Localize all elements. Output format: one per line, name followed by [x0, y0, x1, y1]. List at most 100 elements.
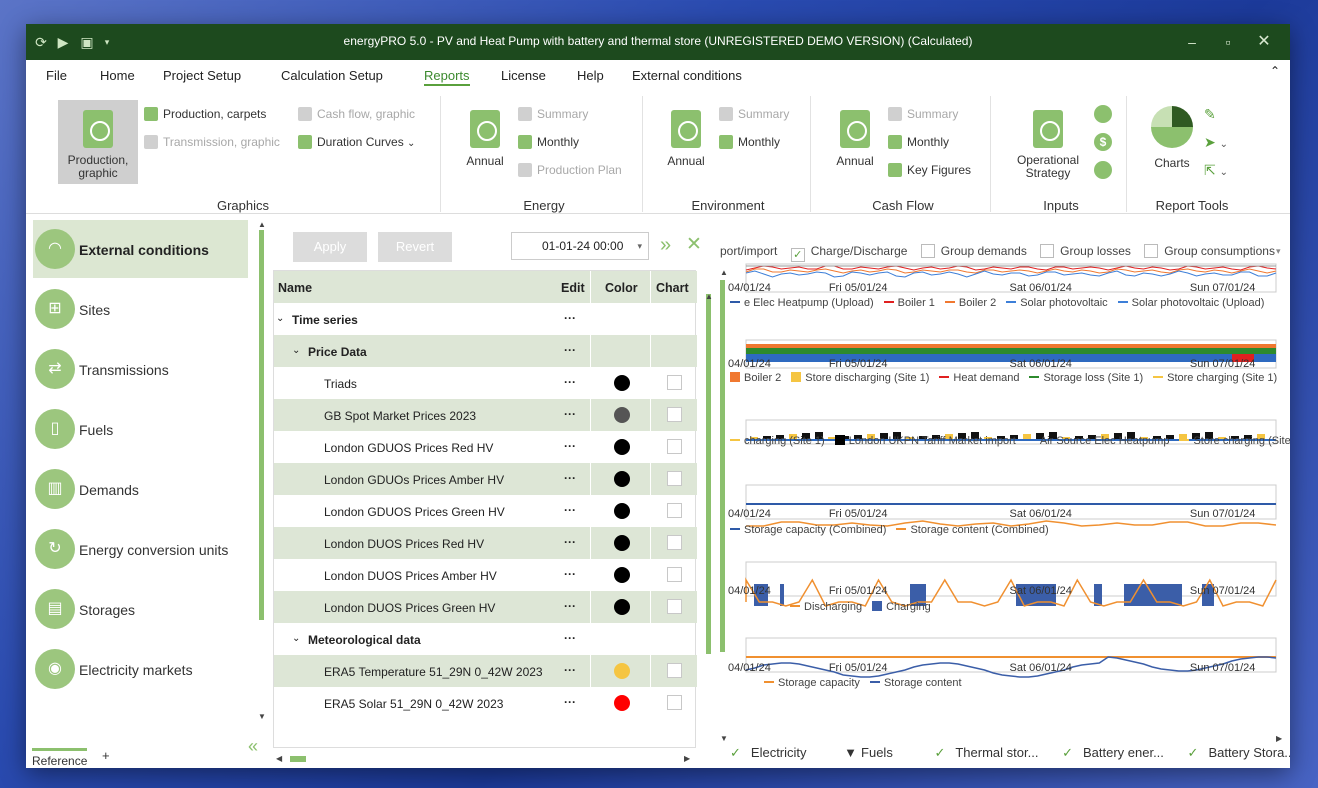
menu-calculation-setup[interactable]: Calculation Setup: [281, 68, 383, 83]
table-row[interactable]: London GDUOS Prices Green HV ···: [274, 495, 697, 527]
table-row[interactable]: ERA5 Temperature 51_29N 0_42W 2023 ···: [274, 655, 697, 687]
menu-project-setup[interactable]: Project Setup: [163, 68, 242, 83]
refresh-icon[interactable]: ⟳: [35, 34, 47, 50]
edit-ellipsis-button[interactable]: ···: [564, 407, 576, 421]
color-swatch[interactable]: [614, 567, 630, 583]
sidebar-item-electricity-markets[interactable]: ◉ Electricity markets: [33, 640, 248, 698]
scroll-down-icon[interactable]: ▼: [720, 734, 728, 743]
color-swatch[interactable]: [614, 471, 630, 487]
tree-group-row[interactable]: ⌄ Price Data ···: [274, 335, 697, 367]
group-demands-checkbox[interactable]: [920, 244, 935, 258]
menu-home[interactable]: Home: [100, 68, 135, 83]
expand-chevron-icon[interactable]: ⌄: [292, 633, 301, 644]
scroll-right-icon[interactable]: ▶: [1276, 734, 1283, 743]
sidebar-item-transmissions[interactable]: ⇄ Transmissions: [33, 340, 248, 398]
color-swatch[interactable]: [614, 663, 630, 679]
play-icon[interactable]: ▶: [57, 34, 69, 50]
sync-icon[interactable]: [1094, 161, 1112, 179]
environment-annual-button[interactable]: Annual: [659, 110, 713, 168]
key-figures-button[interactable]: Key Figures: [888, 163, 971, 177]
table-row[interactable]: ERA5 Solar 51_29N 0_42W 2023 ···: [274, 687, 697, 719]
color-swatch[interactable]: [614, 503, 630, 519]
menu-license[interactable]: License: [501, 68, 546, 83]
chart-checkbox[interactable]: [667, 407, 682, 422]
revert-button[interactable]: Revert: [378, 232, 452, 262]
edit-ellipsis-button[interactable]: ···: [564, 439, 576, 453]
chart-checkbox[interactable]: [667, 599, 682, 614]
color-swatch[interactable]: [614, 695, 630, 711]
chart-checkbox[interactable]: [667, 439, 682, 454]
add-tab-button[interactable]: +: [102, 748, 110, 763]
group-losses-checkbox[interactable]: [1040, 244, 1055, 258]
save-icon[interactable]: ▣: [80, 34, 94, 50]
production-graphic-button[interactable]: Production, graphic: [58, 100, 138, 184]
cashflow-monthly-button[interactable]: Monthly: [888, 135, 949, 149]
pointer-icon[interactable]: ➤ ⌄: [1204, 134, 1229, 150]
expand-chevron-icon[interactable]: ⌄: [292, 345, 301, 356]
sidebar-item-demands[interactable]: ▥ Demands: [33, 460, 248, 518]
tree-group-row[interactable]: ⌄ Time series ···: [274, 303, 697, 335]
edit-ellipsis-button[interactable]: ···: [564, 471, 576, 485]
environment-monthly-button[interactable]: Monthly: [719, 135, 780, 149]
export-import-option[interactable]: port/import: [720, 244, 778, 258]
sidebar-item-sites[interactable]: ⊞ Sites: [33, 280, 248, 338]
color-swatch[interactable]: [614, 407, 630, 423]
production-carpets-button[interactable]: Production, carpets: [144, 107, 266, 121]
table-row[interactable]: London DUOS Prices Green HV ···: [274, 591, 697, 623]
tab-electricity[interactable]: ✓ Electricity: [730, 745, 807, 760]
scroll-up-icon[interactable]: ▲: [258, 220, 266, 229]
scroll-left-icon[interactable]: ◀: [276, 754, 283, 763]
operational-strategy-button[interactable]: Operational Strategy: [1010, 110, 1086, 180]
options-dropdown-icon[interactable]: ▾: [1276, 246, 1281, 256]
color-swatch[interactable]: [614, 599, 630, 615]
collapse-sidebar-icon[interactable]: «: [248, 736, 259, 756]
expand-chevron-icon[interactable]: ⌄: [276, 313, 285, 324]
grid-horizontal-scrollbar[interactable]: [290, 756, 306, 762]
edit-ellipsis-button[interactable]: ···: [564, 599, 576, 613]
date-picker[interactable]: 01-01-24 00:00 ▾: [511, 232, 649, 260]
maximize-button[interactable]: ▫: [1225, 34, 1231, 50]
table-row[interactable]: London GDUOS Prices Red HV ···: [274, 431, 697, 463]
close-panel-icon[interactable]: ✕: [686, 234, 702, 255]
tree-group-row[interactable]: ⌄ Meteorological data ···: [274, 623, 697, 655]
edit-ellipsis-button[interactable]: ···: [564, 343, 576, 357]
expand-right-icon[interactable]: »: [660, 234, 672, 256]
sidebar-scrollbar[interactable]: [259, 230, 264, 620]
edit-ellipsis-button[interactable]: ···: [564, 663, 576, 677]
chart-checkbox[interactable]: [667, 471, 682, 486]
sidebar-item-external-conditions[interactable]: ◠ External conditions: [33, 220, 248, 278]
sidebar-item-energy-conversion-units[interactable]: ↻ Energy conversion units: [33, 520, 248, 578]
sidebar-item-storages[interactable]: ▤ Storages: [33, 580, 248, 638]
scroll-up-icon[interactable]: ▲: [720, 268, 728, 277]
edit-ellipsis-button[interactable]: ···: [564, 631, 576, 645]
chart-checkbox[interactable]: [667, 503, 682, 518]
table-row[interactable]: London GDUOs Prices Amber HV ···: [274, 463, 697, 495]
edit-ellipsis-button[interactable]: ···: [564, 503, 576, 517]
menu-external-conditions[interactable]: External conditions: [632, 68, 742, 83]
charts-button[interactable]: Charts: [1148, 106, 1196, 170]
grid-vertical-scrollbar[interactable]: [706, 294, 711, 654]
tab-fuels[interactable]: ▼ Fuels: [844, 745, 893, 760]
chart-checkbox[interactable]: [667, 375, 682, 390]
menu-help[interactable]: Help: [577, 68, 604, 83]
chart-checkbox[interactable]: [667, 663, 682, 678]
tab-battery-storage[interactable]: ✓ Battery Stora...: [1187, 745, 1290, 760]
collapse-ribbon-icon[interactable]: ⌃: [1270, 64, 1281, 78]
sidebar-item-fuels[interactable]: ▯ Fuels: [33, 400, 248, 458]
duration-curves-button[interactable]: Duration Curves ⌄: [298, 135, 415, 149]
scroll-right-icon[interactable]: ▶: [684, 754, 691, 763]
apply-button[interactable]: Apply: [293, 232, 367, 262]
edit-ellipsis-button[interactable]: ···: [564, 567, 576, 581]
edit-ellipsis-button[interactable]: ···: [564, 375, 576, 389]
scroll-up-icon[interactable]: ▲: [705, 292, 713, 301]
cashflow-annual-button[interactable]: Annual: [828, 110, 882, 168]
menu-file[interactable]: File: [46, 68, 67, 83]
energy-annual-button[interactable]: Annual: [458, 110, 512, 168]
minimize-button[interactable]: –: [1188, 34, 1196, 50]
table-row[interactable]: London DUOS Prices Red HV ···: [274, 527, 697, 559]
chart-checkbox[interactable]: [667, 535, 682, 550]
quick-access-dropdown-icon[interactable]: ▾: [104, 37, 110, 47]
charts-vertical-scrollbar[interactable]: [720, 280, 725, 652]
chart-checkbox[interactable]: [667, 695, 682, 710]
tab-reference[interactable]: Reference: [32, 748, 88, 768]
